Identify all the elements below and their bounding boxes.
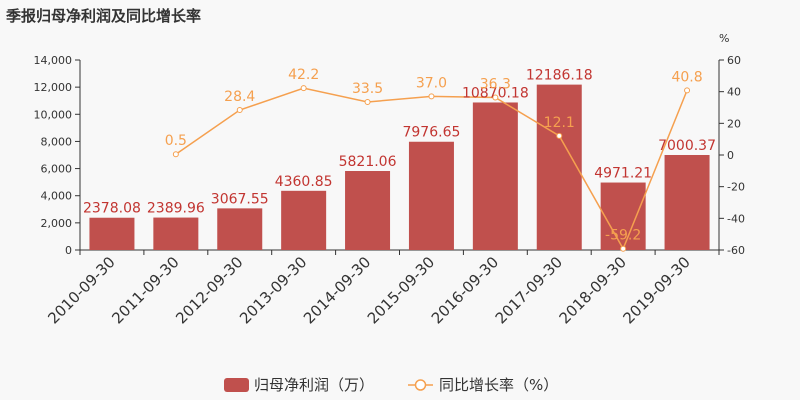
bar[interactable] [600,182,646,250]
bar-value-label: 7976.65 [402,125,460,141]
line-point[interactable] [428,93,435,100]
line-series [172,85,691,252]
legend-bar-label: 归母净利润（万） [254,376,374,394]
line-value-label: 33.5 [352,81,383,97]
x-tick-label: 2018-09-30 [556,253,630,327]
y-left-tick-label: 8,000 [41,135,73,148]
bar[interactable] [217,208,263,250]
y-left-tick-label: 2,000 [41,217,73,230]
line-value-label: 37.0 [416,75,447,91]
y-left-tick-label: 14,000 [34,54,73,67]
line-point[interactable] [300,85,307,92]
bar[interactable] [664,154,710,250]
bar[interactable] [536,84,582,251]
line-value-label: 42.2 [288,67,319,83]
bar[interactable] [153,217,199,250]
line-point[interactable] [556,132,563,139]
bar-value-label: 2389.96 [147,201,205,217]
bar-value-label: 12186.18 [526,68,593,84]
y-right-tick-label: 0 [727,149,734,162]
line-value-label: 36.3 [480,77,511,93]
line-value-label: 40.8 [671,69,702,85]
y-left-tick-label: 0 [65,244,72,257]
line-value-label: -59.2 [605,228,641,244]
x-tick-label: 2013-09-30 [236,253,310,327]
bar-value-label: 3067.55 [211,191,269,207]
line-value-label: 12.1 [544,115,575,131]
line-point[interactable] [172,151,179,158]
line-point[interactable] [364,98,371,105]
y-left-tick-label: 4,000 [41,190,73,203]
legend[interactable]: 归母净利润（万） 同比增长率（%） [224,376,558,394]
bar[interactable] [345,170,391,250]
y-right-tick-label: 20 [727,117,741,130]
x-tick-label: 2017-09-30 [492,253,566,327]
y-left-tick-label: 6,000 [41,163,73,176]
y-left-tick-label: 12,000 [34,81,73,94]
line-value-label: 0.5 [165,133,187,149]
bar-value-label: 5821.06 [339,154,397,170]
line-point[interactable] [620,245,627,252]
x-tick-label: 2010-09-30 [44,253,118,327]
bar[interactable] [472,102,518,250]
legend-line-label: 同比增长率（%） [439,376,558,394]
bar-value-label: 10870.18 [462,85,529,101]
y-left-tick-label: 10,000 [34,108,73,121]
right-axis-unit: % [719,32,729,45]
x-tick-label: 2016-09-30 [428,253,502,327]
line-value-label: 28.4 [224,89,255,105]
y-right-tick-label: 40 [727,86,741,99]
x-tick-label: 2019-09-30 [619,253,693,327]
y-right-tick-label: -20 [727,181,745,194]
x-tick-labels: 2010-09-302011-09-302012-09-302013-09-30… [44,253,693,327]
x-tick-label: 2014-09-30 [300,253,374,327]
x-tick-label: 2012-09-30 [172,253,246,327]
line-point[interactable] [684,87,691,94]
y-right-tick-label: 60 [727,54,741,67]
bar-series [89,84,710,251]
chart-title: 季报归母净利润及同比增长率 [6,7,201,25]
bar[interactable] [281,190,327,250]
y-right-tick-label: -60 [727,244,745,257]
line-point[interactable] [236,107,243,114]
bar-value-label: 2378.08 [83,201,141,217]
legend-line-marker [414,379,427,391]
bar-value-label: 4360.85 [275,174,333,190]
x-tick-label: 2011-09-30 [108,253,182,327]
line-point[interactable] [492,94,499,101]
bar[interactable] [408,141,454,250]
bar-value-label: 7000.37 [658,138,716,154]
legend-bar-swatch [224,378,249,392]
bar-value-label: 4971.21 [594,166,652,182]
data-labels: 2378.08 2389.96 3067.55 4360.85 5821.06 7976.… [83,67,716,244]
y-right-tick-label: -40 [727,212,745,225]
bar[interactable] [89,217,135,250]
x-tick-label: 2015-09-30 [364,253,438,327]
